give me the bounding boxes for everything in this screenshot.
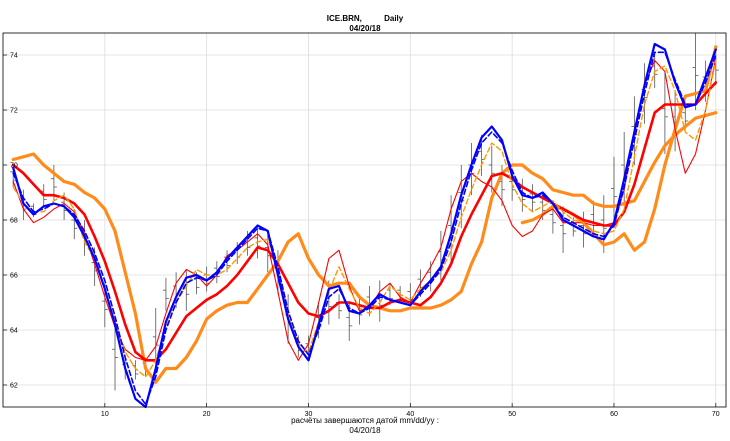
price-bars <box>10 33 719 391</box>
x-tick-label: 60 <box>610 411 618 418</box>
series-line-6 <box>11 111 718 384</box>
y-tick-label: 72 <box>10 108 18 115</box>
series-line-5 <box>11 81 718 362</box>
y-tick-label: 66 <box>10 273 18 280</box>
y-tick-label: 70 <box>10 163 18 170</box>
x-tick-label: 40 <box>406 411 414 418</box>
series-line-4 <box>12 57 717 361</box>
x-tick-label: 70 <box>712 411 720 418</box>
price-bar <box>661 71 668 154</box>
price-bar <box>560 206 567 253</box>
footer-note: расчёты завершаются датой mm/dd/yy : <box>291 416 439 425</box>
y-tick-label: 68 <box>10 218 18 225</box>
x-tick-label: 10 <box>101 411 109 418</box>
x-tick-label: 20 <box>203 411 211 418</box>
price-bar <box>610 156 617 229</box>
y-tick-label: 74 <box>10 53 18 60</box>
y-tick-label: 62 <box>10 383 18 390</box>
x-tick-label: 50 <box>508 411 516 418</box>
price-bar <box>692 33 699 110</box>
price-bar <box>488 145 495 193</box>
price-bar <box>580 211 587 248</box>
price-bar <box>132 360 139 380</box>
axis-ticks: 10 20 30 40 50 60 70 62 64 66 68 70 72 74 <box>3 53 720 418</box>
chart-title: ICE.BRN, Daily <box>326 14 404 23</box>
chart-subtitle: 04/20/18 <box>349 24 381 33</box>
price-bar <box>183 269 190 311</box>
grid-lines <box>3 33 726 407</box>
price-bar <box>336 294 343 319</box>
footer-date: 04/20/18 <box>349 426 381 435</box>
x-tick-label: 30 <box>305 411 313 418</box>
price-bar <box>162 277 169 311</box>
series-lines <box>11 42 718 409</box>
price-bar <box>376 280 383 322</box>
y-tick-label: 64 <box>10 328 18 335</box>
series-line-1 <box>12 42 717 409</box>
